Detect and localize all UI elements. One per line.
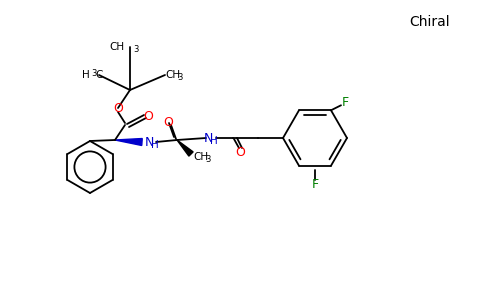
Text: N: N xyxy=(203,131,212,145)
Text: 3: 3 xyxy=(133,44,138,53)
Text: O: O xyxy=(235,146,245,158)
Text: O: O xyxy=(163,116,173,130)
Text: 3: 3 xyxy=(205,154,211,164)
Text: N: N xyxy=(144,136,154,148)
Text: F: F xyxy=(341,96,348,109)
Text: Chiral: Chiral xyxy=(409,15,450,29)
Text: CH: CH xyxy=(193,152,208,162)
Text: H: H xyxy=(82,70,90,80)
Text: O: O xyxy=(113,101,123,115)
Polygon shape xyxy=(177,140,193,156)
Text: 3: 3 xyxy=(91,70,97,79)
Text: O: O xyxy=(143,110,153,124)
Text: H: H xyxy=(210,136,218,146)
Text: 3: 3 xyxy=(177,73,182,82)
Text: C: C xyxy=(95,70,103,80)
Text: CH: CH xyxy=(165,70,180,80)
Text: H: H xyxy=(151,140,159,150)
Text: F: F xyxy=(311,178,318,190)
Text: CH: CH xyxy=(110,42,125,52)
Polygon shape xyxy=(115,139,142,145)
